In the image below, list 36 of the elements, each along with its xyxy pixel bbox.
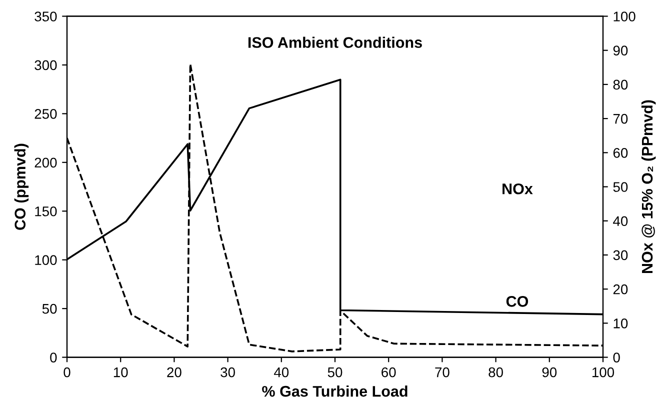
y2-tick-label: 90 — [613, 46, 628, 56]
y-tick-label: 50 — [42, 304, 57, 314]
y2-tick-label: 10 — [614, 318, 628, 328]
x-tick-label: 10 — [114, 367, 128, 378]
y2-axis-title: NOx @ 15% O₂ (PPmvd) — [641, 100, 656, 273]
y-axis-title: CO (ppmvd) — [14, 144, 29, 230]
y2-tick-label: 50 — [613, 182, 628, 192]
x-tick-label: 20 — [167, 367, 182, 378]
y-tick-label: 100 — [35, 255, 57, 266]
x-tick-label: 100 — [592, 367, 614, 378]
y2-tick-label: 30 — [613, 250, 628, 260]
x-tick-label: 30 — [220, 367, 235, 378]
y2-tick-label: 100 — [614, 12, 636, 22]
y2-tick-label: 80 — [613, 80, 628, 90]
x-tick-label: 0 — [64, 367, 70, 378]
y-tick-label: 0 — [50, 352, 57, 362]
x-tick-label: 70 — [435, 367, 450, 378]
y2-tick-label: 60 — [613, 148, 628, 158]
y-tick-label: 200 — [34, 158, 57, 168]
y2-tick-label: 70 — [613, 114, 628, 124]
y2-tick-label: 0 — [613, 352, 620, 362]
annotation: NOx — [502, 183, 533, 194]
y-tick-label: 350 — [34, 12, 57, 22]
x-axis-title: % Gas Turbine Load — [262, 386, 408, 397]
y-tick-label: 150 — [35, 206, 57, 216]
x-tick-label: 60 — [382, 367, 396, 378]
y2-tick-label: 40 — [613, 216, 628, 226]
x-tick-label: 50 — [328, 367, 342, 378]
annotation: CO — [506, 296, 528, 307]
text: ISO Ambient Conditions — [248, 36, 422, 48]
y2-tick-label: 20 — [613, 284, 628, 294]
x-tick-label: 80 — [488, 367, 503, 378]
y-tick-label: 300 — [34, 60, 57, 70]
x-tick-label: 90 — [542, 367, 557, 378]
y-tick-label: 250 — [34, 109, 57, 119]
x-tick-label: 40 — [274, 367, 289, 378]
